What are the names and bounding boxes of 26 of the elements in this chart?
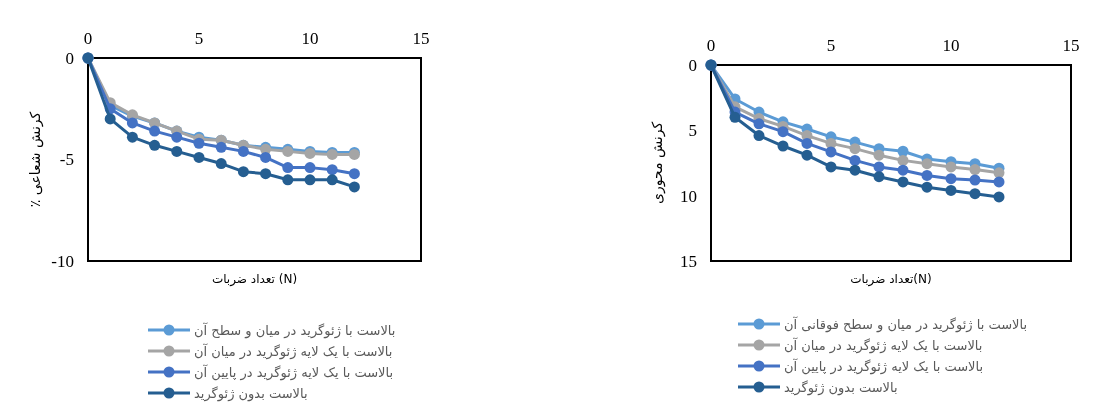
x-tick-label: 15 bbox=[412, 29, 430, 48]
x-axis-title: (N) تعداد ضربات bbox=[211, 272, 298, 287]
legend-label: بالاست با یک لایه ژئوگرید در پایین آن bbox=[194, 363, 394, 381]
legend-label: بالاست با یک لایه ژئوگرید در پایین آن bbox=[784, 357, 984, 375]
x-tick-label: 0 bbox=[706, 36, 716, 55]
legend-label: بالاست بدون ژئوگرید bbox=[194, 385, 308, 402]
y-tick-label: 10 bbox=[680, 186, 697, 206]
legend-label: بالاست با ژئوگرید در میان و سطح آن bbox=[194, 321, 396, 339]
x-tick-label: 5 bbox=[194, 29, 204, 48]
x-tick-label: 10 bbox=[942, 36, 960, 55]
legend-label: بالاست با یک لایه ژئوگرید در میان آن bbox=[194, 342, 393, 360]
y-axis-title: کرنش محوری bbox=[649, 121, 666, 205]
x-axis-title: (N)تعداد ضربات bbox=[850, 272, 932, 287]
y-tick-label: -5 bbox=[59, 150, 74, 170]
y-tick-label: 5 bbox=[688, 121, 697, 141]
y-axis-title: کرنش شعاعی ٪ bbox=[27, 111, 44, 208]
x-tick-label: 0 bbox=[83, 29, 93, 48]
x-tick-label: 15 bbox=[1062, 36, 1080, 55]
x-tick-label: 10 bbox=[301, 29, 319, 48]
x-tick-label: 5 bbox=[826, 36, 836, 55]
y-tick-label: 0 bbox=[688, 55, 697, 75]
legend-label: بالاست با ژئوگرید در میان و سطح فوقانی آن bbox=[784, 315, 1028, 333]
legend-label: بالاست بدون ژئوگرید bbox=[784, 379, 898, 396]
y-tick-label: 15 bbox=[680, 251, 697, 271]
legend-label: بالاست با یک لایه ژئوگرید در میان آن bbox=[784, 336, 983, 354]
y-tick-label: -10 bbox=[51, 251, 74, 271]
